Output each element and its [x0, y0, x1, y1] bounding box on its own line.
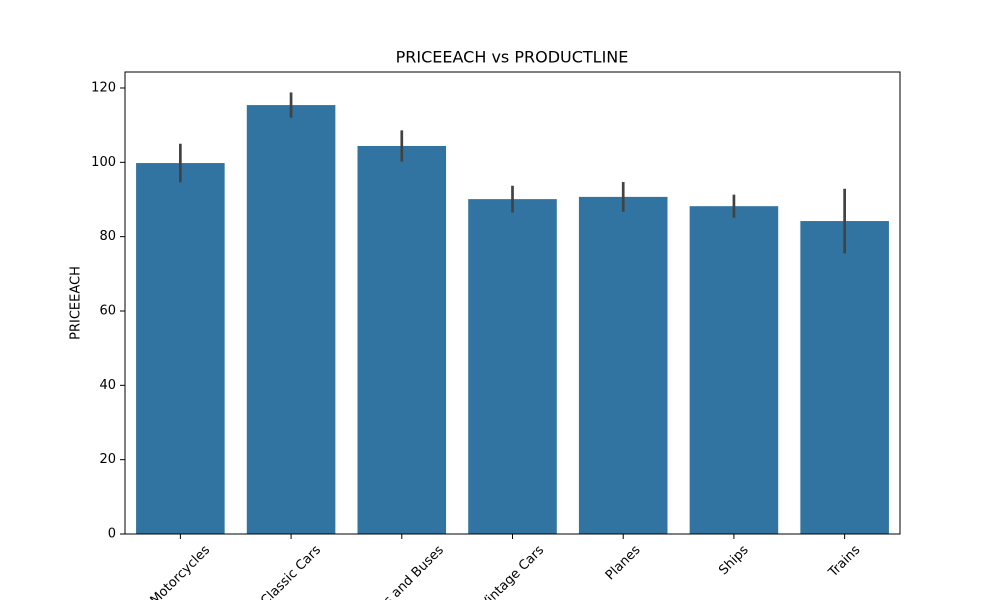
y-tick-label: 80: [99, 229, 116, 244]
y-tick-label: 120: [91, 80, 116, 95]
bar: [578, 196, 668, 534]
x-tick-label: Trucks and Buses: [356, 543, 447, 600]
x-tick-label: Planes: [603, 543, 644, 584]
bar: [136, 163, 225, 534]
bar: [357, 145, 447, 534]
y-tick-label: 20: [99, 452, 116, 467]
bar: [800, 221, 889, 534]
plot-frame: [124, 71, 901, 535]
y-tick-label: 100: [91, 155, 116, 170]
bar: [468, 199, 557, 534]
x-tick-label: Vintage Cars: [478, 543, 548, 600]
x-tick-label: Trains: [825, 543, 863, 581]
y-tick-label: 60: [99, 303, 116, 318]
chart-title: PRICEEACH vs PRODUCTLINE: [396, 48, 629, 67]
y-tick-label: 0: [108, 527, 116, 542]
y-axis-label: PRICEEACH: [69, 266, 84, 340]
y-tick-label: 40: [99, 378, 116, 393]
x-tick-label: Classic Cars: [258, 543, 324, 600]
x-tick-label: Motorcycles: [148, 543, 214, 600]
x-tick-label: Ships: [716, 543, 752, 579]
bar: [246, 105, 336, 534]
bar: [689, 206, 779, 534]
